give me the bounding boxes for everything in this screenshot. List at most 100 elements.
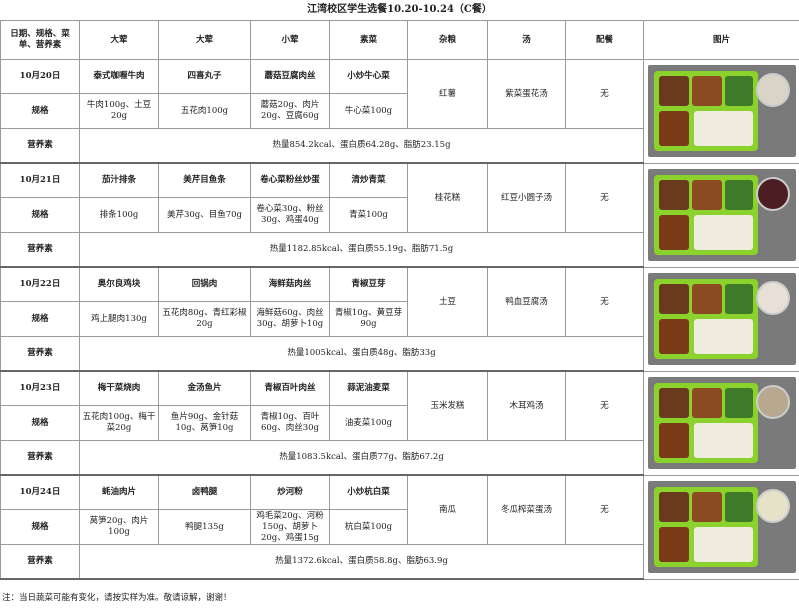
- nutrition-value: 热量1182.85kcal、蛋白质55.19g、脂肪71.5g: [79, 232, 644, 268]
- spec-row: 规格 鸡上腿肉130g 五花肉80g、青红彩椒20g 海鲜菇60g、肉丝30g、胡萝卜…: [0, 301, 799, 337]
- dish-name: 蒜泥油麦菜: [329, 370, 408, 406]
- header-cell: 配餐: [565, 20, 644, 60]
- spec-cell: 鸡上腿肉130g: [79, 301, 159, 337]
- nutrition-label: 营养素: [0, 232, 80, 268]
- dish-name: 蘑菇豆腐肉丝: [250, 59, 330, 94]
- grain-cell: 红薯: [407, 59, 488, 129]
- spec-cell: 油麦菜100g: [329, 405, 408, 441]
- dish-name: 蚝油肉片: [79, 474, 159, 510]
- tray-image: [653, 279, 758, 359]
- spec-cell: 杭白菜100g: [329, 509, 408, 545]
- header-row: 日期、规格、菜单、营养素 大荤 大荤 小荤 素菜 杂粮 汤 配餐 图片: [0, 20, 799, 60]
- spec-cell: 鸭腿135g: [158, 509, 251, 545]
- soup-bowl-image: [755, 281, 790, 315]
- header-cell: 大荤: [158, 20, 251, 60]
- side-cell: 无: [565, 266, 644, 337]
- meal-photo-cell: [643, 370, 799, 476]
- dish-name: 卤鸭腿: [158, 474, 251, 510]
- spec-cell: 青椒10g、黄豆芽90g: [329, 301, 408, 337]
- spec-cell: 牛心菜100g: [329, 93, 408, 129]
- header-cell: 小荤: [250, 20, 330, 60]
- date-cell: 10月23日: [0, 370, 80, 406]
- header-cell: 杂粮: [407, 20, 488, 60]
- date-cell: 10月21日: [0, 162, 80, 198]
- spec-row: 规格 排条100g 美芹30g、目鱼70g 卷心菜30g、粉丝30g、鸡蛋40g 青菜1…: [0, 197, 799, 233]
- header-cell: 汤: [487, 20, 566, 60]
- nutrition-label: 营养素: [0, 128, 80, 164]
- soup-cell: 红豆小圆子汤: [487, 162, 566, 233]
- spec-row: 规格 五花肉100g、梅干菜20g 鱼片90g、金针菇10g、莴笋10g 青椒10g、…: [0, 405, 799, 441]
- spec-label: 规格: [0, 93, 80, 129]
- soup-cell: 鸭血豆腐汤: [487, 266, 566, 337]
- grain-cell: 南瓜: [407, 474, 488, 545]
- spec-label: 规格: [0, 197, 80, 233]
- meal-photo: [647, 65, 796, 158]
- date-cell: 10月20日: [0, 59, 80, 94]
- spec-cell: 青椒10g、百叶60g、肉丝30g: [250, 405, 330, 441]
- header-cell: 素菜: [329, 20, 408, 60]
- dish-name: 金汤鱼片: [158, 370, 251, 406]
- dish-name: 回锅肉: [158, 266, 251, 302]
- header-cell: 图片: [643, 20, 799, 60]
- grain-cell: 土豆: [407, 266, 488, 337]
- soup-bowl-image: [755, 489, 790, 523]
- nutrition-value: 热量1005kcal、蛋白质48g、脂肪33g: [79, 336, 644, 372]
- spec-cell: 鸡毛菜20g、河粉150g、胡萝卜20g、鸡蛋15g: [250, 509, 330, 545]
- soup-bowl-image: [755, 385, 790, 419]
- nutrition-row: 营养素 热量1182.85kcal、蛋白质55.19g、脂肪71.5g: [0, 232, 799, 268]
- grain-cell: 桂花糕: [407, 162, 488, 233]
- side-cell: 无: [565, 59, 644, 129]
- dish-name: 青椒百叶肉丝: [250, 370, 330, 406]
- spec-cell: 五花肉80g、青红彩椒20g: [158, 301, 251, 337]
- nutrition-row: 营养素 热量1372.6kcal、蛋白质58.8g、脂肪63.9g: [0, 544, 799, 580]
- side-cell: 无: [565, 370, 644, 441]
- spec-cell: 青菜100g: [329, 197, 408, 233]
- header-cell: 大荤: [79, 20, 159, 60]
- tray-image: [653, 175, 758, 255]
- dish-row: 10月23日 梅干菜烧肉 金汤鱼片 青椒百叶肉丝 蒜泥油麦菜 玉米发糕 木耳鸡汤无: [0, 370, 799, 476]
- spec-cell: 五花肉100g: [158, 93, 251, 129]
- spec-label: 规格: [0, 509, 80, 545]
- spec-cell: 牛肉100g、土豆20g: [79, 93, 159, 129]
- dish-name: 小炒杭白菜: [329, 474, 408, 510]
- dish-name: 四喜丸子: [158, 59, 251, 94]
- meal-photo-cell: [643, 474, 799, 580]
- meal-photo: [647, 377, 796, 469]
- tray-image: [653, 487, 758, 567]
- meal-photo-cell: [643, 266, 799, 372]
- dish-name: 海鲜菇肉丝: [250, 266, 330, 302]
- dish-name: 卷心菜粉丝炒蛋: [250, 162, 330, 198]
- nutrition-row: 营养素 热量1083.5kcal、蛋白质77g、脂肪67.2g: [0, 440, 799, 476]
- dish-name: 小炒牛心菜: [329, 59, 408, 94]
- spec-cell: 蘑菇20g、肉片20g、豆腐60g: [250, 93, 330, 129]
- spec-cell: 卷心菜30g、粉丝30g、鸡蛋40g: [250, 197, 330, 233]
- dish-name: 清炒青菜: [329, 162, 408, 198]
- footnote: 注：当日蔬菜可能有变化，请按实样为准。敬请谅解，谢谢！: [2, 593, 232, 603]
- page-title: 江湾校区学生选餐10.20-10.24（C餐）: [307, 4, 492, 15]
- dish-name: 泰式咖喱牛肉: [79, 59, 159, 94]
- side-cell: 无: [565, 162, 644, 233]
- spec-label: 规格: [0, 301, 80, 337]
- header-cell: 日期、规格、菜单、营养素: [0, 20, 80, 60]
- spec-cell: 莴笋20g、肉片100g: [79, 509, 159, 545]
- spec-row: 规格 莴笋20g、肉片100g 鸭腿135g 鸡毛菜20g、河粉150g、胡萝卜20g…: [0, 509, 799, 545]
- nutrition-row: 营养素 热量1005kcal、蛋白质48g、脂肪33g: [0, 336, 799, 372]
- soup-cell: 紫菜蛋花汤: [487, 59, 566, 129]
- spec-cell: 五花肉100g、梅干菜20g: [79, 405, 159, 441]
- nutrition-value: 热量854.2kcal、蛋白质64.28g、脂肪23.15g: [79, 128, 644, 164]
- nutrition-label: 营养素: [0, 336, 80, 372]
- dish-row: 10月24日 蚝油肉片 卤鸭腿 炒河粉 小炒杭白菜 南瓜 冬瓜榨菜蛋汤无: [0, 474, 799, 580]
- soup-cell: 冬瓜榨菜蛋汤: [487, 474, 566, 545]
- nutrition-value: 热量1083.5kcal、蛋白质77g、脂肪67.2g: [79, 440, 644, 476]
- spec-cell: 美芹30g、目鱼70g: [158, 197, 251, 233]
- dish-name: 茄汁排条: [79, 162, 159, 198]
- spec-cell: 海鲜菇60g、肉丝30g、胡萝卜10g: [250, 301, 330, 337]
- side-cell: 无: [565, 474, 644, 545]
- nutrition-value: 热量1372.6kcal、蛋白质58.8g、脂肪63.9g: [79, 544, 644, 580]
- meal-photo-cell: [643, 162, 799, 268]
- meal-photo: [647, 273, 796, 365]
- meal-photo: [647, 481, 796, 573]
- tray-image: [653, 383, 758, 463]
- spec-cell: 排条100g: [79, 197, 159, 233]
